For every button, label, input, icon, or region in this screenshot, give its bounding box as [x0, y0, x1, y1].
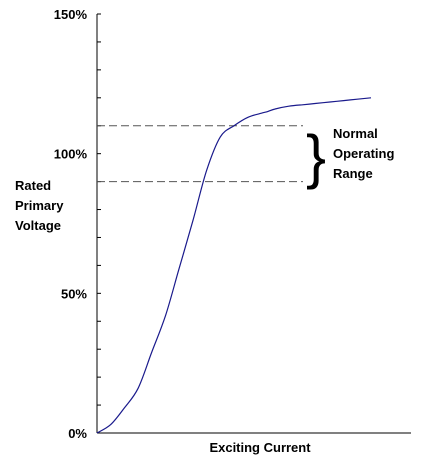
- y-tick-label: 100%: [54, 147, 88, 162]
- annotation-line: Operating: [333, 146, 394, 161]
- y-axis-title-line: Primary: [15, 198, 64, 213]
- range-brace: }: [306, 123, 326, 190]
- minor-ticks: [97, 13, 101, 434]
- reference-lines: [97, 125, 303, 183]
- operating-range-annotation: } Normal Operating Range: [306, 123, 394, 190]
- y-tick-labels: 0% 50% 100% 150%: [54, 7, 88, 441]
- magnetization-curve: [96, 97, 372, 434]
- y-tick-label: 50%: [61, 286, 87, 301]
- series-group: [96, 97, 372, 434]
- x-axis-title: Exciting Current: [209, 440, 311, 455]
- y-tick-label: 0%: [68, 426, 87, 441]
- annotation-line: Range: [333, 166, 373, 181]
- y-axis-title: Rated Primary Voltage: [15, 178, 64, 233]
- axes: [96, 14, 411, 434]
- annotation-line: Normal: [333, 126, 378, 141]
- y-axis-title-line: Voltage: [15, 218, 61, 233]
- y-tick-label: 150%: [54, 7, 88, 22]
- y-axis-title-line: Rated: [15, 178, 51, 193]
